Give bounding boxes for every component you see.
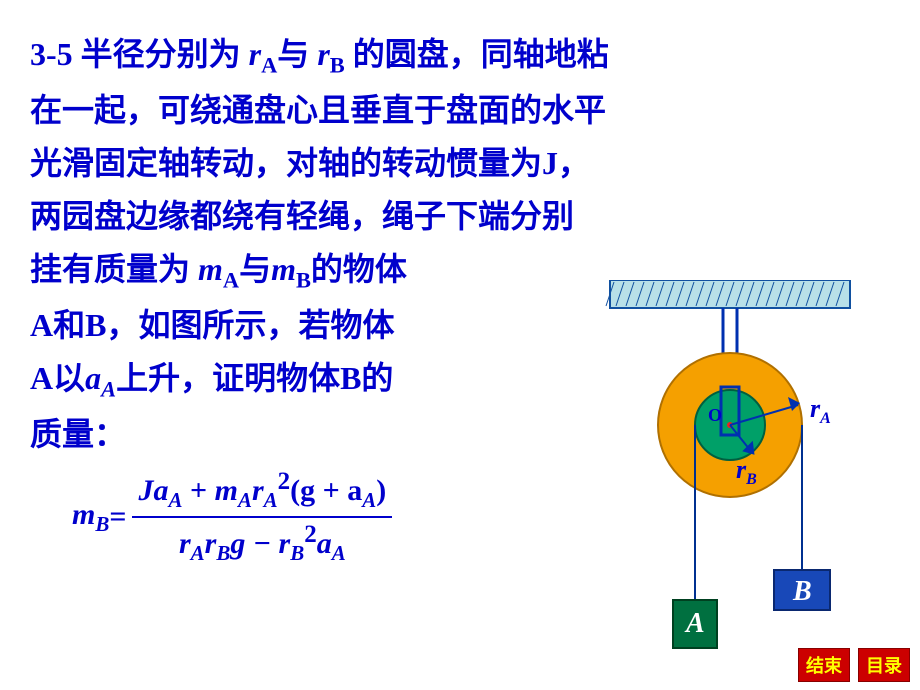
rB-sub: B (330, 52, 345, 77)
t5a: 挂有质量为 (30, 251, 198, 287)
line4: 两园盘边缘都绕有轻绳，绳子下端分别 (30, 190, 890, 243)
fn2: m (215, 474, 238, 507)
t7a: A以 (30, 360, 85, 396)
fd2: r (205, 527, 217, 560)
rA: r (249, 36, 261, 72)
line3: 光滑固定轴转动，对轴的转动惯量为J， (30, 137, 890, 190)
fns1: A (168, 488, 182, 512)
fd4: a (317, 527, 332, 560)
pulley-diagram: OrArBAB (600, 280, 880, 660)
fds3: B (290, 541, 304, 565)
mA-sub: A (223, 267, 239, 292)
rB: r (317, 36, 329, 72)
fns3: A (264, 488, 278, 512)
end-button[interactable]: 结束 (798, 648, 850, 682)
fn3: r (252, 474, 264, 507)
fns4: A (362, 488, 376, 512)
t7b: 上升，证明物体B的 (116, 360, 393, 396)
fd3: g − r (230, 527, 290, 560)
mB-sub: B (296, 267, 311, 292)
svg-text:A: A (684, 608, 705, 639)
formula: mB = JaA + mArA2(g + aA) rArBg − rB2aA (72, 468, 392, 566)
toc-button[interactable]: 目录 (858, 648, 910, 682)
fds1: A (191, 541, 205, 565)
aA-sub: A (101, 376, 116, 401)
fraction-line (132, 516, 392, 518)
fds2: B (216, 541, 230, 565)
fn5: ) (376, 474, 386, 507)
svg-text:B: B (792, 576, 812, 607)
fd1: r (179, 527, 191, 560)
f-lhs-sub: B (95, 512, 109, 536)
f-eq: = (109, 500, 126, 534)
fdsup: 2 (304, 521, 317, 548)
fnp: + (182, 474, 214, 507)
t1b: 与 (277, 36, 317, 72)
t1c: 的圆盘，同轴地粘 (345, 36, 609, 72)
svg-text:rA: rA (810, 394, 831, 427)
diagram-svg: OrArBAB (600, 280, 880, 660)
mB: m (271, 251, 296, 287)
t1a: 3-5 半径分别为 (30, 36, 249, 72)
fnsup: 2 (278, 468, 291, 495)
button-row: 结束 目录 (798, 648, 910, 682)
fn4: (g + a (290, 474, 362, 507)
fns2: A (238, 488, 252, 512)
rA-sub: A (261, 52, 277, 77)
fn1: Ja (138, 474, 168, 507)
t5b: 与 (239, 251, 271, 287)
mA: m (198, 251, 223, 287)
t5c: 的物体 (311, 251, 407, 287)
fds4: A (332, 541, 346, 565)
line2: 在一起，可绕通盘心且垂直于盘面的水平 (30, 84, 890, 137)
f-lhs: m (72, 498, 95, 531)
aA: a (85, 360, 101, 396)
svg-text:O: O (708, 405, 722, 425)
